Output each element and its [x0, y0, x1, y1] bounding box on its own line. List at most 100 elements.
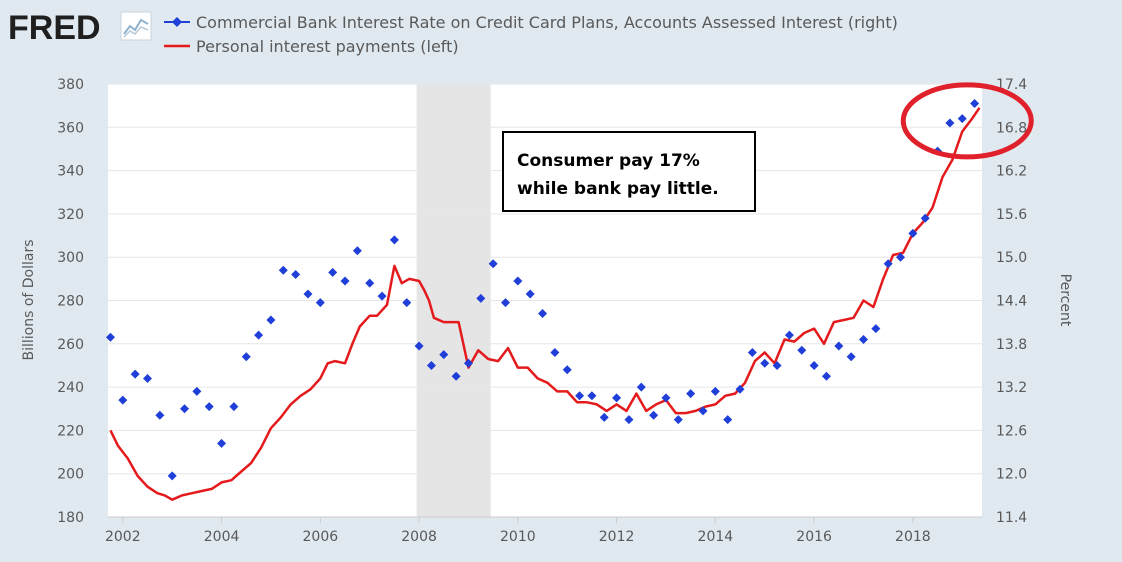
y-axis-left-title: Billions of Dollars — [21, 239, 37, 360]
series-credit-card-rate — [105, 98, 980, 481]
data-point-diamond — [365, 278, 375, 288]
y-right-tick-label: 15.6 — [996, 207, 1027, 223]
data-point-diamond — [686, 389, 696, 399]
data-point-diamond — [402, 298, 412, 308]
y-left-tick-label: 300 — [57, 250, 84, 266]
data-point-diamond — [834, 341, 844, 351]
legend-item-red-series[interactable]: Personal interest payments (left) — [164, 37, 459, 56]
fred-logo-graph-icon — [120, 11, 152, 41]
fred-logo-text: FRED — [8, 9, 101, 47]
data-point-diamond — [180, 404, 190, 414]
data-point-diamond — [920, 213, 930, 223]
x-tick-label: 2018 — [895, 529, 931, 545]
data-point-diamond — [698, 406, 708, 416]
data-point-diamond — [426, 360, 436, 370]
y-axis-right-title: Percent — [1057, 274, 1073, 327]
data-point-diamond — [352, 246, 362, 256]
x-tick-label: 2002 — [105, 529, 141, 545]
data-point-diamond — [525, 289, 535, 299]
annotation-line-2: while bank pay little. — [517, 179, 719, 199]
data-point-diamond — [451, 371, 461, 381]
data-point-diamond — [587, 391, 597, 401]
data-point-diamond — [155, 410, 165, 420]
y-right-tick-label: 11.4 — [996, 510, 1027, 526]
data-point-diamond — [266, 315, 276, 325]
y-left-tick-label: 220 — [57, 423, 84, 439]
x-tick-label: 2014 — [698, 529, 734, 545]
y-right-tick-label: 14.4 — [996, 294, 1027, 310]
data-point-diamond — [315, 298, 325, 308]
annotation-box: Consumer pay 17% while bank pay little. — [502, 131, 756, 212]
data-point-diamond — [229, 402, 239, 412]
data-point-diamond — [760, 358, 770, 368]
data-point-diamond — [957, 114, 967, 124]
data-point-diamond — [476, 293, 486, 303]
data-point-diamond — [105, 332, 115, 342]
data-point-diamond — [328, 267, 338, 277]
data-point-diamond — [217, 438, 227, 448]
x-tick-label: 2016 — [796, 529, 832, 545]
data-point-diamond — [970, 98, 980, 108]
data-point-diamond — [513, 276, 523, 286]
data-point-diamond — [488, 259, 498, 269]
data-point-diamond — [143, 373, 153, 383]
data-point-diamond — [846, 352, 856, 362]
data-point-diamond — [945, 118, 955, 128]
data-point-diamond — [340, 276, 350, 286]
data-point-diamond — [550, 347, 560, 357]
y-left-tick-label: 180 — [57, 510, 84, 526]
y-axis-right: 11.4 12.0 12.6 13.2 13.8 14.4 15.0 15.6 16.2 16.8… — [996, 77, 1027, 526]
data-point-diamond — [636, 382, 646, 392]
data-point-diamond — [883, 259, 893, 269]
data-point-diamond — [254, 330, 264, 340]
y-left-tick-label: 280 — [57, 294, 84, 310]
y-left-tick-label: 320 — [57, 207, 84, 223]
y-left-tick-label: 260 — [57, 337, 84, 353]
data-point-diamond — [896, 252, 906, 262]
data-point-diamond — [797, 345, 807, 355]
x-tick-label: 2008 — [401, 529, 437, 545]
data-point-diamond — [204, 402, 214, 412]
data-point-diamond — [575, 391, 585, 401]
x-tick-label: 2010 — [500, 529, 536, 545]
y-left-tick-label: 340 — [57, 164, 84, 180]
data-point-diamond — [599, 412, 609, 422]
data-point-diamond — [661, 393, 671, 403]
data-point-diamond — [784, 330, 794, 340]
data-point-diamond — [710, 386, 720, 396]
data-point-diamond — [562, 365, 572, 375]
x-tick-label: 2004 — [204, 529, 240, 545]
series-line-personal-interest — [109, 107, 981, 501]
data-point-diamond — [809, 360, 819, 370]
annotation-line-1: Consumer pay 17% — [517, 151, 700, 171]
series-personal-interest-payments — [109, 107, 981, 501]
data-point-diamond — [192, 386, 202, 396]
y-left-tick-label: 360 — [57, 120, 84, 136]
data-point-diamond — [414, 341, 424, 351]
data-point-diamond — [612, 393, 622, 403]
legend: Commercial Bank Interest Rate on Credit … — [164, 13, 898, 56]
y-right-tick-label: 12.6 — [996, 423, 1027, 439]
data-point-diamond — [624, 415, 634, 425]
fred-logo[interactable]: FRED — [8, 9, 152, 47]
legend-item-blue-series[interactable]: Commercial Bank Interest Rate on Credit … — [164, 13, 898, 32]
y-right-tick-label: 15.0 — [996, 250, 1027, 266]
data-point-diamond — [167, 471, 177, 481]
y-left-tick-label: 200 — [57, 467, 84, 483]
data-point-diamond — [389, 235, 399, 245]
y-right-tick-label: 12.0 — [996, 467, 1027, 483]
legend-label-blue-series: Commercial Bank Interest Rate on Credit … — [196, 13, 898, 32]
data-point-diamond — [821, 371, 831, 381]
data-point-diamond — [673, 415, 683, 425]
data-point-diamond — [871, 324, 881, 334]
data-point-diamond — [241, 352, 251, 362]
data-point-diamond — [377, 291, 387, 301]
data-point-diamond — [538, 308, 548, 318]
y-right-tick-label: 13.2 — [996, 380, 1027, 396]
y-axis-left: 180 200 220 240 260 280 300 320 340 360 380 — [57, 77, 84, 526]
y-right-tick-label: 16.2 — [996, 164, 1027, 180]
data-point-diamond — [908, 228, 918, 238]
data-point-diamond — [291, 270, 301, 280]
data-point-diamond — [439, 350, 449, 360]
